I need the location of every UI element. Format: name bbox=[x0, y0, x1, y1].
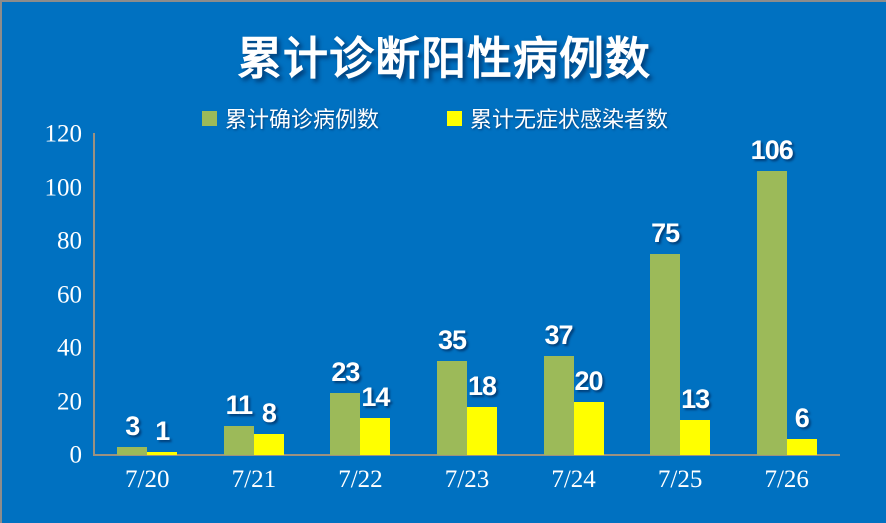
y-axis-tick-label: 80 bbox=[57, 227, 82, 255]
bar-asymptomatic bbox=[360, 417, 391, 455]
legend: 累计确诊病例数 累计无症状感染者数 bbox=[2, 102, 886, 132]
y-axis-tick-label: 0 bbox=[69, 441, 83, 469]
bar-asymptomatic bbox=[573, 401, 604, 455]
bar-confirmed bbox=[437, 361, 467, 455]
legend-label-confirmed: 累计确诊病例数 bbox=[225, 107, 380, 132]
x-axis-line bbox=[93, 454, 840, 456]
bar-value-label: 20 bbox=[574, 365, 604, 396]
bar-confirmed bbox=[117, 446, 148, 455]
bar-value-label: 8 bbox=[261, 397, 277, 428]
bar-confirmed bbox=[330, 393, 361, 455]
bar-value-label: 14 bbox=[361, 381, 390, 412]
bar-value-label: 3 bbox=[125, 410, 140, 441]
y-axis-tick-label: 60 bbox=[57, 281, 82, 308]
bar-value-label: 6 bbox=[794, 402, 810, 433]
y-axis-tick-label: 100 bbox=[44, 174, 83, 201]
x-axis-tick-label: 7/25 bbox=[657, 466, 703, 493]
bar-value-label: 23 bbox=[331, 357, 360, 388]
bar-value-label: 11 bbox=[225, 389, 254, 420]
bar-confirmed bbox=[223, 425, 254, 455]
bar-asymptomatic bbox=[680, 420, 711, 455]
bar-value-label: 35 bbox=[437, 325, 467, 356]
legend-label-asymptomatic: 累计无症状感染者数 bbox=[470, 107, 669, 132]
x-axis-tick-label: 7/20 bbox=[125, 466, 170, 493]
bar-value-label: 18 bbox=[467, 370, 497, 401]
y-axis-tick-label: 40 bbox=[57, 334, 82, 362]
legend-swatch-confirmed-icon bbox=[202, 110, 217, 126]
x-axis-tick-label: 7/21 bbox=[231, 466, 277, 493]
legend-swatch-asymptomatic-icon bbox=[447, 110, 462, 126]
bar-asymptomatic bbox=[253, 433, 284, 455]
x-axis-tick-label: 7/26 bbox=[764, 466, 809, 493]
bar-value-label: 13 bbox=[681, 384, 710, 415]
bar-confirmed bbox=[756, 171, 787, 455]
bar-confirmed bbox=[650, 254, 681, 455]
legend-item-confirmed-cases: 累计确诊病例数 bbox=[202, 102, 379, 134]
x-axis-tick-label: 7/23 bbox=[444, 466, 490, 493]
chart-title: 累计诊断阳性病例数 bbox=[236, 33, 651, 84]
bar-value-label: 106 bbox=[750, 135, 794, 166]
bar-asymptomatic bbox=[147, 452, 178, 455]
legend-item-asymptomatic-cases: 累计无症状感染者数 bbox=[447, 102, 668, 134]
bar-asymptomatic bbox=[786, 438, 817, 455]
bar-confirmed bbox=[543, 356, 574, 455]
bar-value-label: 37 bbox=[544, 320, 574, 351]
y-axis-tick-label: 20 bbox=[57, 388, 82, 415]
x-axis-tick-label: 7/22 bbox=[338, 466, 383, 493]
bar-value-label: 1 bbox=[155, 416, 170, 447]
y-axis-tick-label: 120 bbox=[44, 120, 83, 148]
x-axis-tick-label: 7/24 bbox=[551, 466, 596, 493]
bar-value-label: 75 bbox=[651, 218, 680, 249]
bar-asymptomatic bbox=[467, 406, 497, 455]
y-axis-line bbox=[93, 133, 95, 456]
